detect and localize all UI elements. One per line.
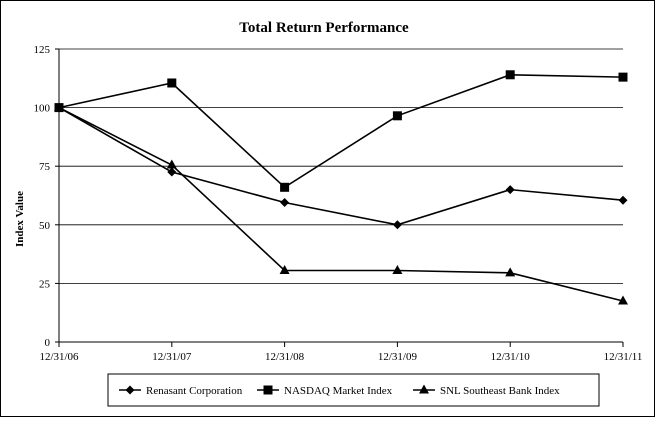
legend-label: SNL Southeast Bank Index (440, 385, 560, 397)
legend-marker-diamond (125, 385, 135, 395)
series-line-snl-southeast-bank-index (58, 106, 624, 302)
data-point-renasant-corporation (280, 198, 290, 208)
legend: Renasant Corporation NASDAQ Market Index S… (107, 373, 600, 407)
legend-item: NASDAQ Market Index (257, 385, 393, 397)
x-tick-label: 12/31/09 (378, 351, 418, 363)
data-point-nasdaq-market-index (392, 111, 402, 121)
legend-label: Renasant Corporation (146, 385, 243, 397)
data-point-renasant-corporation (392, 220, 402, 230)
data-point-snl-southeast-bank-index (618, 295, 628, 305)
data-point-renasant-corporation (505, 185, 515, 195)
data-point-snl-southeast-bank-index (505, 267, 516, 277)
y-tick-label: 25 (39, 278, 51, 290)
y-tick-label: 100 (34, 103, 51, 115)
x-tick-label: 12/31/07 (152, 351, 192, 363)
axes (55, 48, 624, 347)
legend-marker-square (263, 385, 273, 395)
data-point-nasdaq-market-index (505, 70, 515, 80)
y-tick-label: 125 (34, 44, 51, 56)
data-point-nasdaq-market-index (280, 182, 290, 192)
series-line-nasdaq-market-index (58, 73, 624, 189)
x-tick-label: 12/31/11 (604, 351, 643, 363)
series-nasdaq-market-index (54, 70, 628, 192)
x-tick-label: 12/31/06 (39, 351, 79, 363)
data-point-nasdaq-market-index (167, 78, 177, 88)
y-tick-label: 75 (39, 161, 51, 173)
x-tick-labels: 12/31/06 12/31/07 12/31/08 12/31/09 12/31/10… (39, 351, 642, 363)
y-tick-label: 0 (45, 337, 51, 349)
data-point-renasant-corporation (167, 167, 177, 177)
legend-marker-triangle (419, 384, 429, 394)
data-point-snl-southeast-bank-index (166, 159, 177, 169)
data-point-nasdaq-market-index (618, 72, 628, 82)
series-line-renasant-corporation (58, 106, 624, 226)
data-point-snl-southeast-bank-index (279, 265, 290, 275)
data-point-snl-southeast-bank-index (392, 265, 403, 275)
y-tick-label: 50 (39, 220, 51, 232)
y-tick-labels: 0 25 50 75 100 125 (34, 44, 51, 349)
legend-label: NASDAQ Market Index (284, 385, 393, 397)
data-point-snl-southeast-bank-index (54, 102, 64, 112)
series-lines (54, 70, 628, 305)
legend-item: Renasant Corporation (119, 385, 243, 397)
legend-box (107, 373, 600, 407)
data-point-renasant-corporation (618, 195, 628, 205)
series-snl-southeast-bank-index (54, 102, 628, 305)
legend-item: SNL Southeast Bank Index (413, 384, 560, 397)
gridlines (59, 48, 623, 284)
x-tick-label: 12/31/10 (491, 351, 531, 363)
x-tick-label: 12/31/08 (265, 351, 305, 363)
chart-title: Total Return Performance (239, 20, 409, 36)
y-axis-label: Index Value (14, 191, 26, 247)
